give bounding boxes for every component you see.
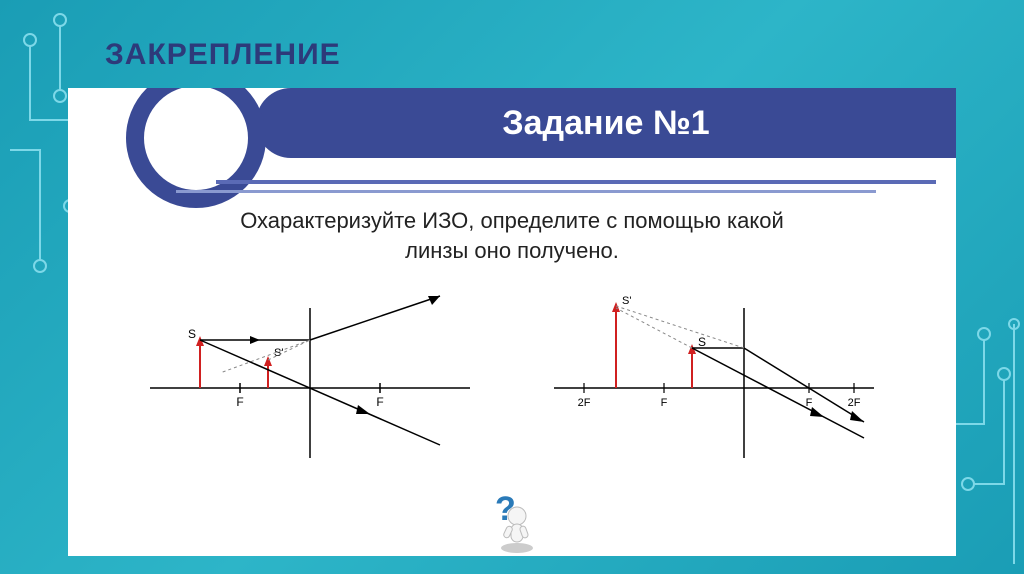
- question-figure-icon: ?: [477, 486, 547, 556]
- ray-diagram-right: 2F F F 2F S S': [554, 288, 874, 468]
- diagrams-container: F F S S': [68, 288, 956, 468]
- svg-text:F: F: [661, 397, 668, 409]
- svg-text:S: S: [188, 327, 196, 341]
- task-description: Охарактеризуйте ИЗО, определите с помощь…: [218, 206, 806, 265]
- svg-text:2F: 2F: [578, 397, 591, 409]
- task-title: Задание №1: [256, 88, 956, 158]
- task-card: Задание №1 Охарактеризуйте ИЗО, определи…: [68, 88, 956, 556]
- ray-diagram-left: F F S S': [150, 288, 470, 468]
- svg-text:S': S': [622, 295, 631, 307]
- task-banner: Задание №1: [256, 88, 956, 158]
- svg-text:?: ?: [495, 490, 516, 528]
- svg-text:F: F: [236, 395, 243, 409]
- banner-underline: [216, 180, 936, 184]
- svg-text:F: F: [376, 395, 383, 409]
- svg-text:S: S: [698, 335, 706, 349]
- svg-text:2F: 2F: [848, 397, 861, 409]
- page-title: ЗАКРЕПЛЕНИЕ: [105, 38, 341, 72]
